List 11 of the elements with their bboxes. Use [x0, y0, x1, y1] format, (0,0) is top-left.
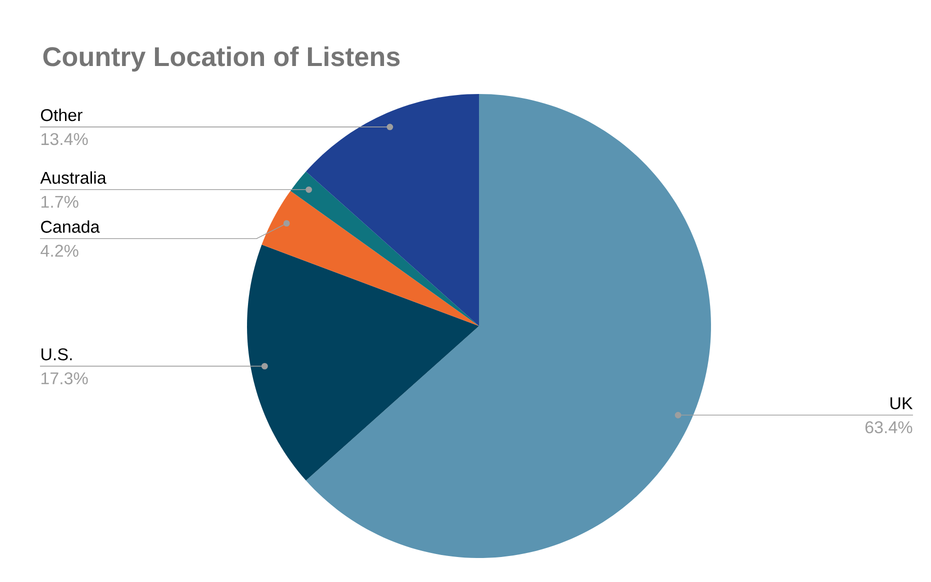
data-label: 17.3%: [42, 372, 88, 384]
data-label: 63.4%: [865, 421, 912, 434]
slice-label: Canada: [41, 220, 100, 233]
chart-title: Country Location of Listens: [43, 46, 400, 72]
data-label: 1.7%: [42, 196, 78, 208]
slice-label: Other: [41, 108, 82, 122]
data-label: 13.4%: [42, 133, 88, 146]
slice-label: Australia: [40, 171, 106, 184]
slice-label: U.S.: [42, 348, 72, 360]
data-label: 4.2%: [40, 244, 78, 257]
slice-label: UK: [890, 397, 913, 410]
